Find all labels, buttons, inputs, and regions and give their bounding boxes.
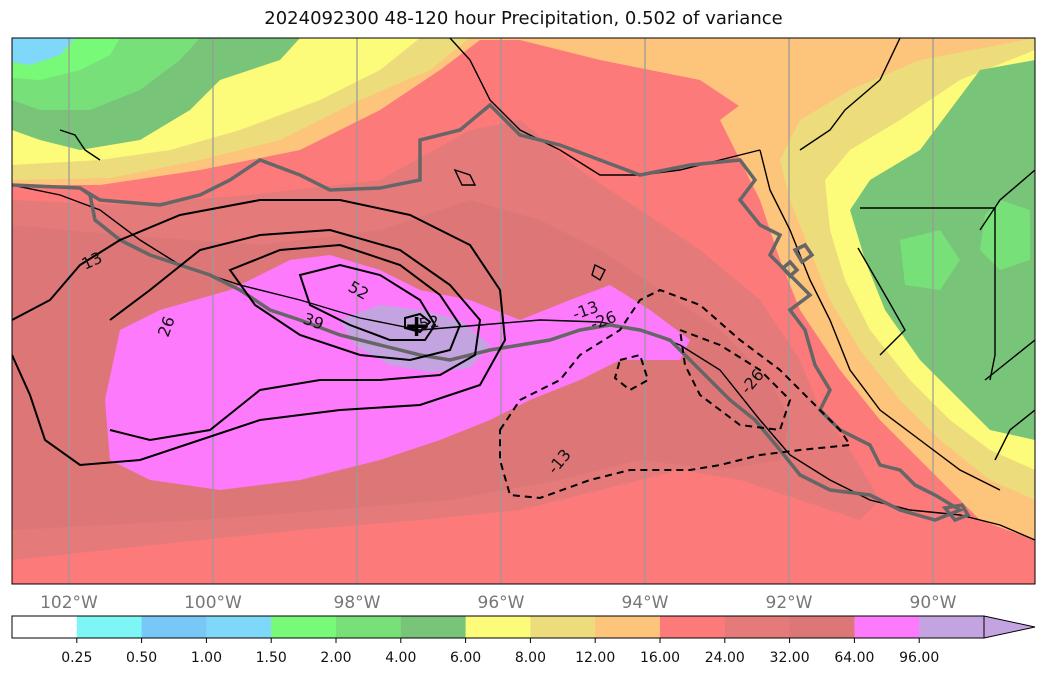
colorbar-tick-label: 8.00 — [515, 650, 546, 666]
precip-band-96 — [105, 255, 690, 490]
colorbar-segment — [724, 616, 791, 638]
precip-band-1-5-nw — [12, 38, 75, 65]
colorbar-segment — [271, 616, 337, 638]
colorbar-segment — [854, 616, 920, 638]
colorbar-segment — [336, 616, 402, 638]
colorbar-segment — [400, 616, 467, 638]
center-marker: + — [404, 309, 429, 344]
colorbar-segment — [530, 616, 596, 638]
longitude-gridlines — [68, 38, 934, 584]
colorbar-tick-label: 0.50 — [126, 650, 157, 666]
lon-label: 98°W — [334, 593, 381, 613]
colorbar-tick-label: 0.25 — [61, 650, 92, 666]
colorbar-segment — [789, 616, 855, 638]
lon-label: 92°W — [766, 593, 813, 613]
lon-label: 96°W — [478, 593, 525, 613]
colorbar-tick-label: 4.00 — [385, 650, 416, 666]
map-title: 2024092300 48-120 hour Precipitation, 0.… — [264, 8, 783, 29]
colorbar-segment — [465, 616, 531, 638]
precip-band-4-east-b — [900, 230, 960, 290]
lon-label: 90°W — [910, 593, 957, 613]
lon-label: 100°W — [184, 593, 242, 613]
colorbar-segment — [595, 616, 661, 638]
colorbar-segment — [12, 616, 78, 638]
variance-boundary — [12, 102, 971, 523]
colorbar-tick-label: 1.00 — [191, 650, 222, 666]
colorbar-tick-label: 16.00 — [640, 650, 680, 666]
colorbar-segment — [206, 616, 272, 638]
negative-contours — [499, 288, 852, 500]
precip-band-4-east — [980, 200, 1030, 270]
colorbar-segment — [660, 616, 726, 638]
colorbar-tick-label: 1.50 — [256, 650, 287, 666]
lon-label: 94°W — [622, 593, 669, 613]
colorbar-tick-label: 24.00 — [705, 650, 745, 666]
positive-contours — [12, 199, 507, 467]
map-frame — [11, 37, 1036, 585]
colorbar-tick-label: 64.00 — [834, 650, 874, 666]
longitude-axis: 102°W 100°W 98°W 96°W 94°W 92°W 90°W — [40, 593, 957, 613]
colorbar-tick-label: 96.00 — [899, 650, 939, 666]
colorbar-segment — [141, 616, 207, 638]
colorbar-tick-label: 32.00 — [770, 650, 810, 666]
colorbar-extension-arrow — [983, 615, 1036, 639]
colorbar: 0.25 0.50 1.00 1.50 2.00 4.00 6.00 8.00 12.00 16.… — [11, 615, 1036, 666]
colorbar-segment — [76, 616, 143, 638]
contour-label: 52 — [417, 312, 440, 334]
colorbar-tick-label: 12.00 — [575, 650, 615, 666]
colorbar-outline — [11, 615, 984, 639]
lon-label: 102°W — [40, 593, 98, 613]
colorbar-segment — [919, 616, 985, 638]
colorbar-tick-label: 6.00 — [450, 650, 481, 666]
colorbar-tick-label: 2.00 — [320, 650, 351, 666]
